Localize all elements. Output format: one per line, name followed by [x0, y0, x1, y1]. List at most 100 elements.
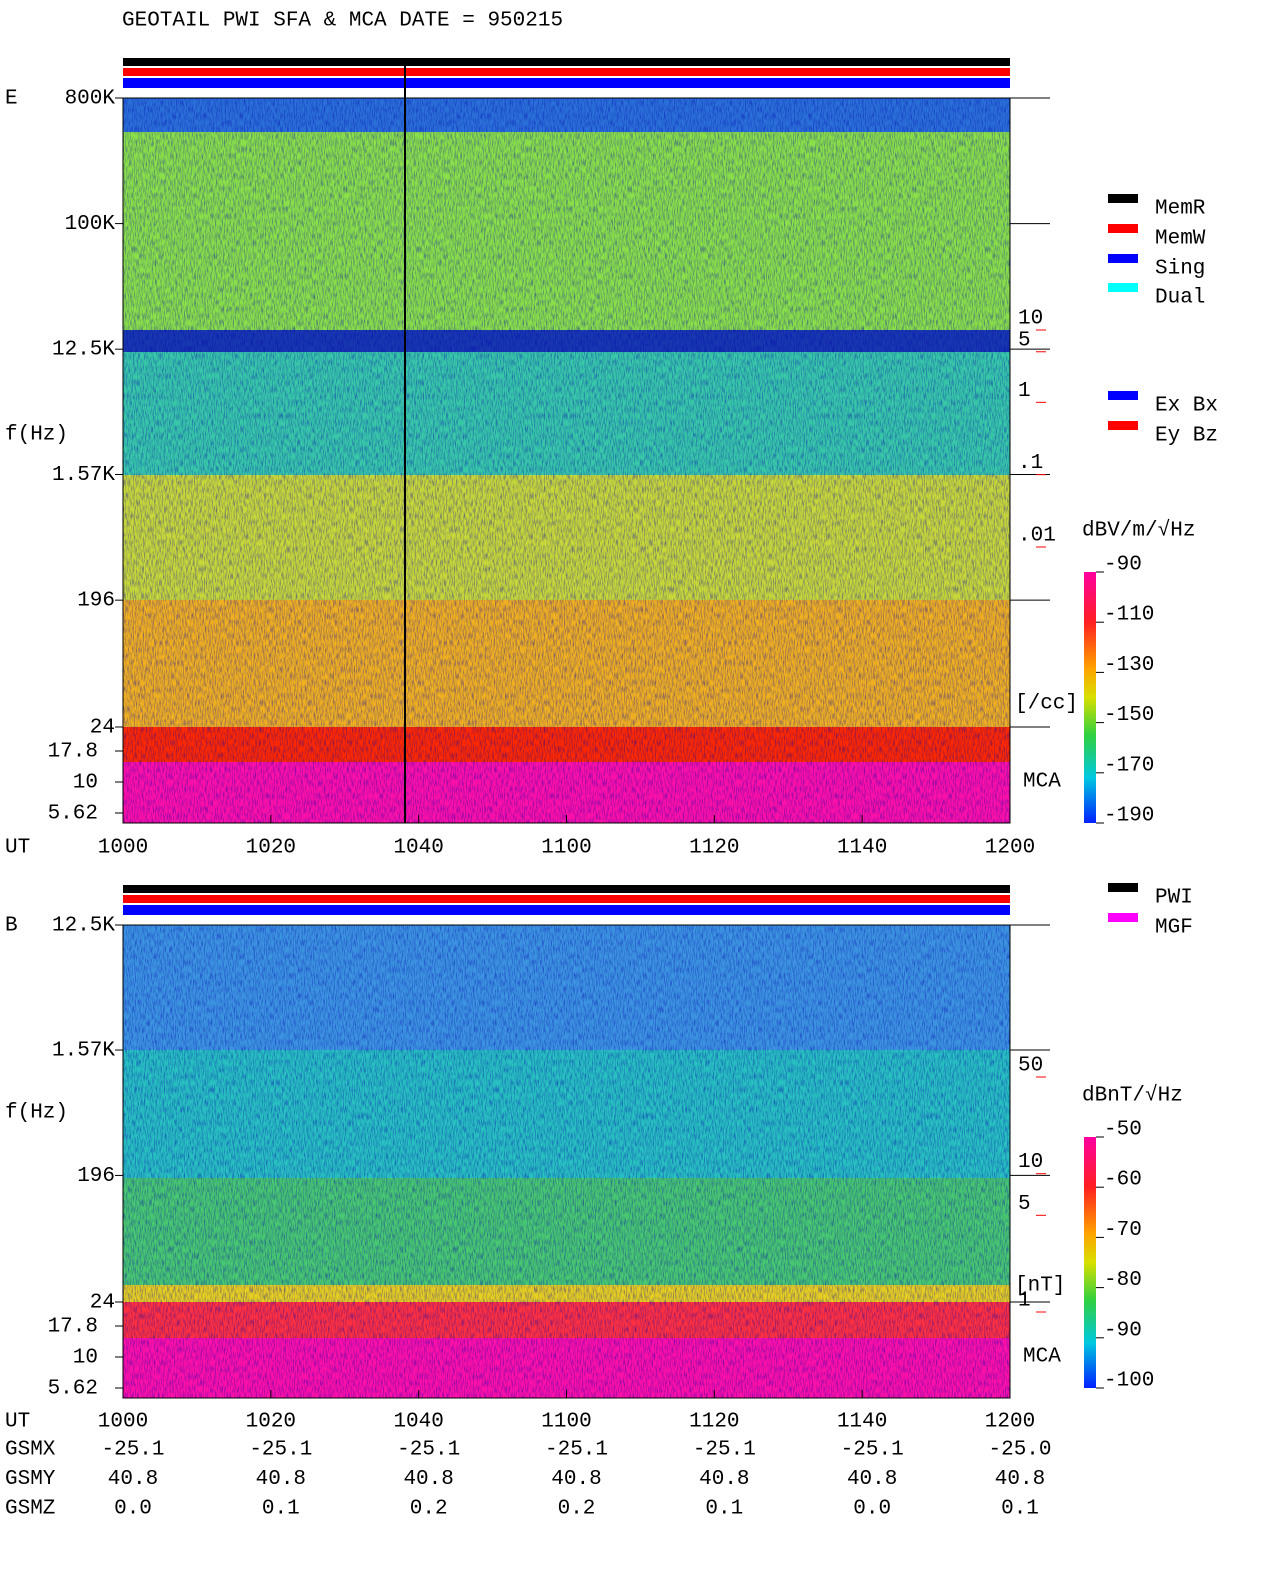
legend-swatch: [1108, 254, 1138, 263]
legend-swatch: [1108, 421, 1138, 430]
colorbar-tick-label: -130: [1104, 654, 1154, 677]
density-tick-label: .1: [1018, 452, 1043, 475]
y-tick-label: 100K: [65, 213, 116, 236]
x-tick-label: 1200: [985, 837, 1035, 860]
x-tick-label: 1000: [98, 837, 148, 860]
page-title: GEOTAIL PWI SFA & MCA DATE = 950215: [122, 10, 563, 33]
orbit-value: 40.8: [108, 1468, 158, 1491]
colorbar-tick-label: -90: [1104, 554, 1142, 577]
legend-label: MGF: [1155, 917, 1193, 940]
colorbar-label: dBnT/√Hz: [1082, 1084, 1183, 1108]
density-tick-label: 1: [1018, 1290, 1031, 1313]
orbit-value: -25.1: [249, 1439, 312, 1462]
orbit-value: -25.1: [397, 1439, 460, 1462]
orbit-value: 40.8: [403, 1468, 453, 1491]
mca-tick-label: 10: [73, 1347, 98, 1370]
colorbar-tick-label: -70: [1104, 1219, 1142, 1242]
mca-tick-label: 17.8: [48, 1316, 98, 1339]
legend-label: Ey Bz: [1155, 425, 1218, 448]
orbit-value: 0.2: [558, 1498, 596, 1521]
legend-swatch: [1108, 283, 1138, 292]
status-strip: [123, 885, 1010, 893]
legend-label: PWI: [1155, 887, 1193, 910]
orbit-value: 0.2: [410, 1498, 448, 1521]
y-axis-label: f(Hz): [5, 424, 68, 447]
x-tick-label: 1100: [541, 837, 591, 860]
x-tick-label: 1020: [246, 1411, 296, 1434]
orbit-value: 40.8: [847, 1468, 897, 1491]
colorbar: [1084, 1137, 1096, 1388]
orbit-value: 0.0: [853, 1498, 891, 1521]
colorbar-tick-label: -100: [1104, 1370, 1154, 1393]
x-tick-label: 1040: [393, 1411, 443, 1434]
y-tick-label: 24: [90, 717, 115, 740]
mca-tick-label: 5.62: [48, 1378, 98, 1401]
y-tick-label: 12.5K: [52, 339, 115, 362]
y-tick-label: 1.57K: [52, 464, 115, 487]
spectrogram-texture: [123, 98, 1010, 823]
orbit-value: -25.0: [988, 1439, 1051, 1462]
orbit-value: -25.1: [841, 1439, 904, 1462]
orbit-value: 40.8: [995, 1468, 1045, 1491]
x-tick-label: 1040: [393, 837, 443, 860]
density-tick-label: 5: [1018, 329, 1031, 352]
x-axis-label: UT: [5, 837, 30, 860]
x-tick-label: 1120: [689, 837, 739, 860]
legend-label: Dual: [1155, 287, 1205, 310]
x-tick-label: 1020: [246, 837, 296, 860]
legend-label: Sing: [1155, 258, 1205, 281]
status-strip: [123, 68, 1010, 76]
orbit-value: 40.8: [699, 1468, 749, 1491]
orbit-name: GSMX: [5, 1439, 56, 1462]
status-strip: [123, 905, 1010, 915]
colorbar-tick-label: -150: [1104, 704, 1154, 727]
colorbar-tick-label: -190: [1104, 805, 1154, 828]
density-unit: [nT]: [1015, 1275, 1065, 1298]
mca-tick-label: 17.8: [48, 741, 98, 764]
x-tick-label: 1100: [541, 1411, 591, 1434]
panel-label: B: [5, 915, 18, 938]
orbit-value: 40.8: [551, 1468, 601, 1491]
y-tick-label: 800K: [65, 88, 116, 111]
panel-label: E: [5, 88, 18, 111]
mca-label: MCA: [1023, 1346, 1061, 1369]
mca-label: MCA: [1023, 771, 1061, 794]
status-strip: [123, 78, 1010, 88]
density-unit: [/cc]: [1015, 693, 1078, 716]
colorbar-label: dBV/m/√Hz: [1082, 519, 1195, 543]
y-tick-label: 12.5K: [52, 915, 115, 938]
density-tick-label: 5: [1018, 1193, 1031, 1216]
orbit-value: 0.1: [705, 1498, 743, 1521]
colorbar-tick-label: -80: [1104, 1269, 1142, 1292]
density-tick-label: .01: [1018, 525, 1056, 548]
mca-tick-label: 10: [73, 772, 98, 795]
colorbar-tick-label: -110: [1104, 604, 1154, 627]
legend-swatch: [1108, 883, 1138, 892]
y-tick-label: 196: [77, 1165, 115, 1188]
x-tick-label: 1000: [98, 1411, 148, 1434]
x-tick-label: 1140: [837, 1411, 887, 1434]
density-tick-label: 10: [1018, 308, 1043, 331]
orbit-value: 0.0: [114, 1498, 152, 1521]
orbit-value: -25.1: [545, 1439, 608, 1462]
x-tick-label: 1120: [689, 1411, 739, 1434]
colorbar-tick-label: -90: [1104, 1319, 1142, 1342]
orbit-name: GSMZ: [5, 1498, 55, 1521]
orbit-value: -25.1: [693, 1439, 756, 1462]
x-tick-label: 1200: [985, 1411, 1035, 1434]
spectrogram-texture: [123, 925, 1010, 1398]
x-axis-label: UT: [5, 1411, 30, 1434]
legend-label: Ex Bx: [1155, 395, 1218, 418]
orbit-name: GSMY: [5, 1468, 56, 1491]
x-tick-label: 1140: [837, 837, 887, 860]
status-strip: [123, 895, 1010, 903]
y-tick-label: 1.57K: [52, 1040, 115, 1063]
legend-swatch: [1108, 913, 1138, 922]
orbit-value: -25.1: [101, 1439, 164, 1462]
status-strip: [123, 58, 1010, 66]
colorbar-tick-label: -170: [1104, 754, 1154, 777]
density-tick-label: 50: [1018, 1055, 1043, 1078]
orbit-value: 0.1: [262, 1498, 300, 1521]
y-tick-label: 24: [90, 1292, 115, 1315]
